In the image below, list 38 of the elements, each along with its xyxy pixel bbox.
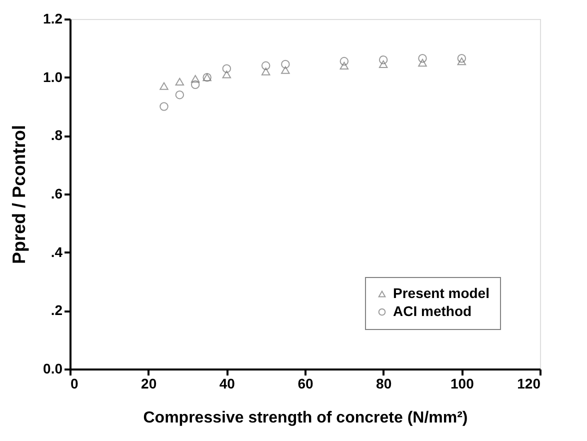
point: [190, 74, 200, 83]
point: [418, 54, 427, 63]
point: [378, 55, 388, 64]
point: [457, 57, 466, 66]
point: [340, 62, 349, 70]
point: [340, 56, 349, 66]
x-tick-label: 120: [517, 376, 541, 392]
x-tick-label: 60: [298, 376, 314, 392]
point: [160, 102, 168, 111]
point: [261, 68, 270, 76]
y-tick-label: 1.2: [43, 10, 63, 26]
point: [190, 80, 200, 89]
point: [160, 82, 168, 90]
y-tick-label: 1.0: [43, 68, 63, 85]
y-axis-title: Ppred / Pcontrol: [9, 124, 30, 264]
legend-label: Present model: [393, 285, 490, 301]
point: [418, 58, 427, 67]
y-tick-label: .6: [50, 186, 63, 202]
x-tick-label: 100: [450, 376, 474, 392]
y-tick-label: .8: [50, 127, 63, 144]
y-tick-label: .4: [50, 244, 63, 260]
x-tick-label: 80: [376, 376, 392, 392]
x-tick-label: 20: [141, 376, 157, 392]
point: [261, 61, 270, 70]
x-tick-label: 40: [219, 376, 236, 392]
point: [457, 54, 466, 63]
x-tick-label: 0: [70, 376, 78, 392]
point: [175, 78, 184, 86]
point: [222, 70, 232, 78]
point: [378, 60, 388, 68]
x-axis-title: Compressive strength of concrete (N/mm²): [143, 410, 468, 426]
point: [281, 66, 290, 74]
legend-label: ACI method: [393, 303, 472, 319]
point: [281, 60, 290, 69]
point: [222, 64, 232, 73]
y-tick-label: .2: [50, 302, 63, 318]
point: [175, 90, 184, 100]
y-tick-label: 0.0: [43, 360, 63, 376]
